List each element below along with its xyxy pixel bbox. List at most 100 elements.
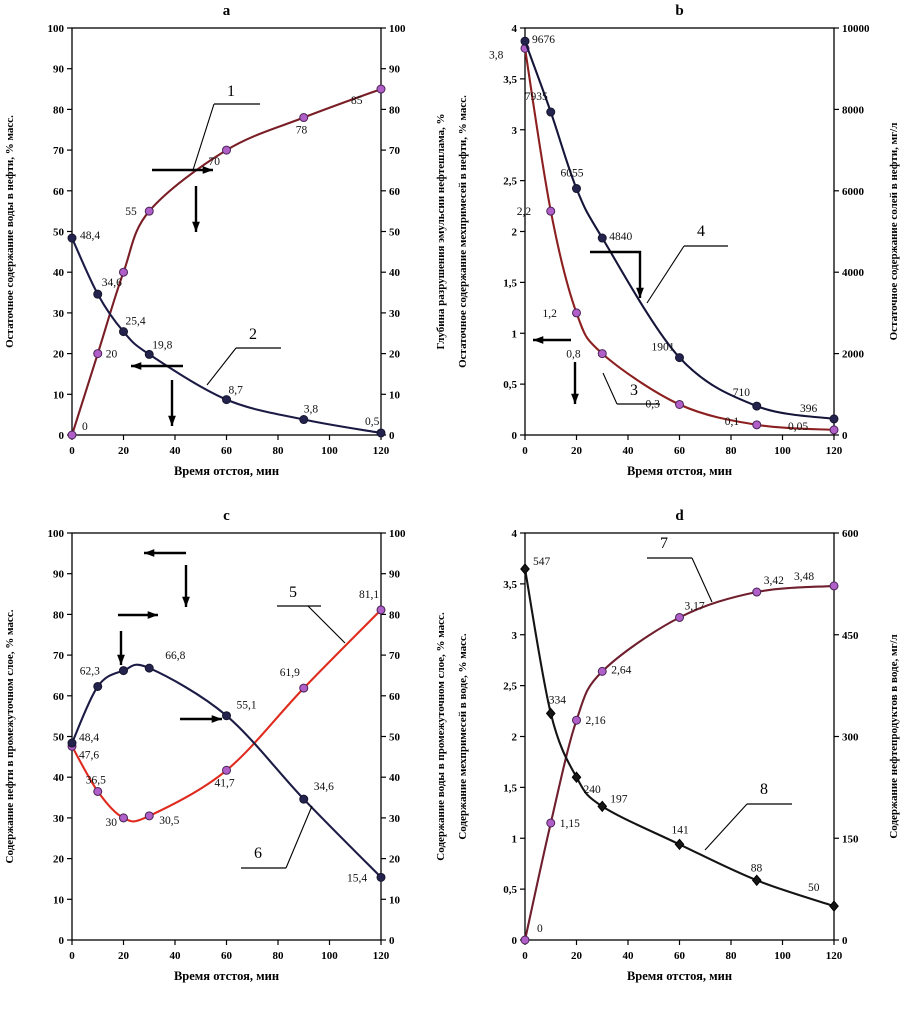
curve-1-point <box>376 84 386 94</box>
tick-label: 80 <box>273 445 285 457</box>
tick-label: 100 <box>389 528 406 540</box>
tick-label: 20 <box>571 445 583 457</box>
data-label: 48,4 <box>79 732 99 744</box>
data-label: 197 <box>610 793 628 805</box>
data-label: 710 <box>733 387 751 399</box>
tick-label: 60 <box>53 691 65 703</box>
data-label: 55,1 <box>237 700 257 712</box>
data-label: 30,5 <box>159 815 179 827</box>
axis-arrow <box>590 250 642 298</box>
panel-c-title: c <box>223 508 230 524</box>
axis-arrow-head <box>117 654 125 665</box>
tick-label: 40 <box>53 772 65 784</box>
curve-4 <box>524 40 835 420</box>
right-axis-title: Остаточное содержание солей в нефти, мг/… <box>888 123 900 341</box>
curve-6-point <box>93 681 103 691</box>
tick-label: 40 <box>170 445 182 457</box>
data-label: 61,9 <box>280 667 300 679</box>
tick-label: 60 <box>674 950 686 962</box>
curve-2-point <box>299 415 309 425</box>
tick-label: 0,5 <box>503 379 517 391</box>
data-label: 30 <box>106 817 118 829</box>
tick-label: 20 <box>118 950 130 962</box>
axis-arrow-head <box>192 221 200 232</box>
tick-label: 40 <box>53 267 65 279</box>
tick-label: 80 <box>273 950 285 962</box>
curve-5-point <box>93 786 103 796</box>
curve-1-point <box>119 267 128 277</box>
left-axis-title: Содержание мехпримесей в воде, % масс. <box>457 633 469 840</box>
curve-1-point <box>144 206 154 216</box>
axis-arrow-head <box>636 287 644 298</box>
tick-label: 60 <box>389 186 401 198</box>
tick-label: 70 <box>389 145 401 157</box>
curve-4-point <box>572 184 581 194</box>
data-label: 88 <box>751 862 763 874</box>
left-axis-title: Остаточное содержание воды в нефти, % ма… <box>4 115 16 348</box>
tick-label: 20 <box>53 349 65 361</box>
curve-1-point <box>222 145 231 155</box>
data-label: 36,5 <box>86 774 106 786</box>
data-label: 0,05 <box>788 421 808 433</box>
curve-3 <box>523 48 835 431</box>
tick-label: 60 <box>389 691 401 703</box>
data-label: 1,2 <box>543 308 558 320</box>
tick-label: 10 <box>389 389 401 401</box>
right-axis-title: Глубина разрушения эмульсии нефтешлама, … <box>435 113 447 349</box>
tick-label: 100 <box>321 950 338 962</box>
tick-label: 4000 <box>842 267 865 279</box>
tick-label: 3,5 <box>503 579 517 591</box>
tick-label: 100 <box>774 950 791 962</box>
curve-number-label: 4 <box>697 223 705 240</box>
tick-label: 40 <box>623 445 635 457</box>
tick-label: 2 <box>512 732 518 744</box>
tick-label: 100 <box>321 445 338 457</box>
tick-label: 40 <box>623 950 635 962</box>
curve-number-label: 3 <box>630 382 638 399</box>
curve-2-point <box>93 289 103 299</box>
tick-label: 50 <box>389 227 401 239</box>
curve-3-point <box>597 349 607 359</box>
tick-label: 80 <box>53 609 65 621</box>
curve-5-point <box>299 683 309 693</box>
data-label: 47,6 <box>79 749 99 761</box>
tick-label: 3,5 <box>503 74 517 86</box>
curve-8-point <box>520 563 530 575</box>
tick-label: 20 <box>389 854 401 866</box>
curve-number-leader <box>285 805 313 869</box>
axis-arrow-head <box>533 336 544 344</box>
curve-7-point <box>546 818 556 828</box>
tick-label: 90 <box>53 569 65 581</box>
tick-label: 60 <box>221 445 233 457</box>
curve-6-point <box>299 794 309 804</box>
tick-label: 100 <box>774 445 791 457</box>
curve-number-label: 8 <box>760 781 768 798</box>
data-label: 1901 <box>652 342 675 354</box>
panel-d-chart: 0 0,5 1 1,5 2 2,5 3 3,5 4 Содержание мехпримесей … <box>457 528 900 983</box>
left-axis-title: Содержание нефти в промежуточном слое, %… <box>4 609 16 863</box>
data-label: 20 <box>106 349 118 361</box>
tick-label: 2 <box>512 227 518 239</box>
curve-5-point <box>119 813 128 823</box>
tick-label: 120 <box>826 950 843 962</box>
tick-label: 0 <box>512 430 518 442</box>
curve-7-point <box>752 587 762 597</box>
tick-label: 70 <box>53 650 65 662</box>
panel-d: d 0 0,5 1 1,5 2 2,5 3 3,5 4 Содержание мехпримесе… <box>453 505 906 1010</box>
curve-1-point <box>67 430 77 440</box>
tick-label: 1 <box>512 833 518 845</box>
tick-label: 120 <box>373 445 390 457</box>
tick-label: 1,5 <box>503 277 517 289</box>
panel-b: b 0 0,5 1 1,5 2 2,5 3 3,5 4 Остаточное содержание… <box>453 0 906 505</box>
data-label: 19,8 <box>152 339 172 351</box>
tick-label: 8000 <box>842 104 865 116</box>
curve-8-point <box>597 800 608 813</box>
data-label: 81,1 <box>359 589 379 601</box>
data-label: 0 <box>82 421 88 433</box>
tick-label: 10000 <box>842 23 870 35</box>
tick-label: 60 <box>674 445 686 457</box>
tick-label: 50 <box>389 732 401 744</box>
data-label: 3,48 <box>794 571 814 583</box>
curve-number-leader <box>206 347 237 386</box>
right-axis-title: Содержание нефтепродуктов в воде, мг/л <box>888 634 900 838</box>
